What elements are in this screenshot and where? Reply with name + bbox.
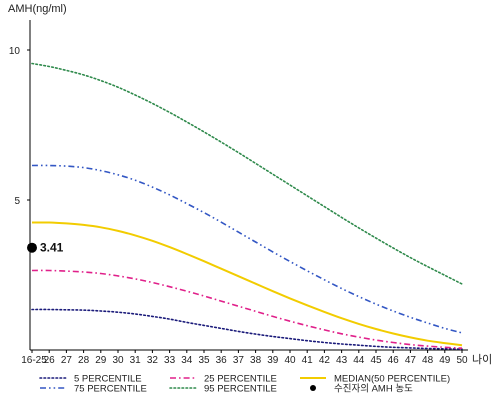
legend-label-median-50-percentile: MEDIAN(50 PERCENTILE)	[334, 374, 450, 385]
patient-value-label: 3.41	[40, 241, 64, 255]
series-line-median-50-percentile	[31, 221, 463, 347]
y-tick-label: 10	[9, 46, 21, 57]
y-tick-labels: 5 10	[9, 46, 21, 207]
x-tick-label: 29	[95, 355, 107, 366]
x-tick-label: 31	[130, 355, 142, 366]
x-tick-label: 35	[198, 355, 210, 366]
x-tick-label: 40	[284, 355, 296, 366]
series-line-95-percentile	[31, 62, 463, 285]
legend-label-5-percentile: 5 PERCENTILE	[74, 374, 142, 385]
legend-label-95-percentile: 95 PERCENTILE	[204, 384, 277, 395]
x-tick-label: 36	[216, 355, 228, 366]
x-tick-label: 28	[78, 355, 90, 366]
legend-label-patient: 수진자의 AMH 농도	[334, 384, 413, 395]
legend-swatch-patient	[310, 385, 316, 391]
x-tick-label: 16-25	[21, 355, 47, 366]
x-tick-label: 41	[302, 355, 314, 366]
patient-marker-group: 3.41	[27, 241, 64, 255]
y-tick-label: 5	[14, 196, 20, 207]
series-line-5-percentile	[31, 308, 463, 350]
x-tick-label: 48	[422, 355, 434, 366]
x-tick-label: 46	[388, 355, 400, 366]
series-line-75-percentile	[31, 164, 463, 334]
chart-axes	[27, 20, 468, 353]
series-lines	[31, 62, 463, 350]
x-tick-label: 33	[164, 355, 176, 366]
x-tick-label: 39	[267, 355, 279, 366]
x-tick-label: 50	[456, 355, 468, 366]
series-line-25-percentile	[31, 269, 463, 349]
x-axis-label: 나이	[472, 353, 492, 366]
x-tick-label: 42	[319, 355, 331, 366]
x-tick-label: 37	[233, 355, 245, 366]
x-tick-label: 45	[370, 355, 382, 366]
x-tick-label: 49	[439, 355, 451, 366]
x-tick-label: 44	[353, 355, 365, 366]
x-tick-label: 47	[405, 355, 417, 366]
y-axis-label: AMH(ng/ml)	[8, 3, 67, 15]
x-tick-label: 26	[44, 355, 56, 366]
x-tick-label: 43	[336, 355, 348, 366]
patient-value-dot	[27, 242, 37, 253]
legend-label-75-percentile: 75 PERCENTILE	[74, 384, 147, 395]
x-tick-label: 30	[112, 355, 124, 366]
x-tick-label: 38	[250, 355, 262, 366]
x-tick-label: 32	[147, 355, 159, 366]
legend-label-25-percentile: 25 PERCENTILE	[204, 374, 277, 385]
x-tick-label: 34	[181, 355, 193, 366]
x-tick-label: 27	[61, 355, 73, 366]
